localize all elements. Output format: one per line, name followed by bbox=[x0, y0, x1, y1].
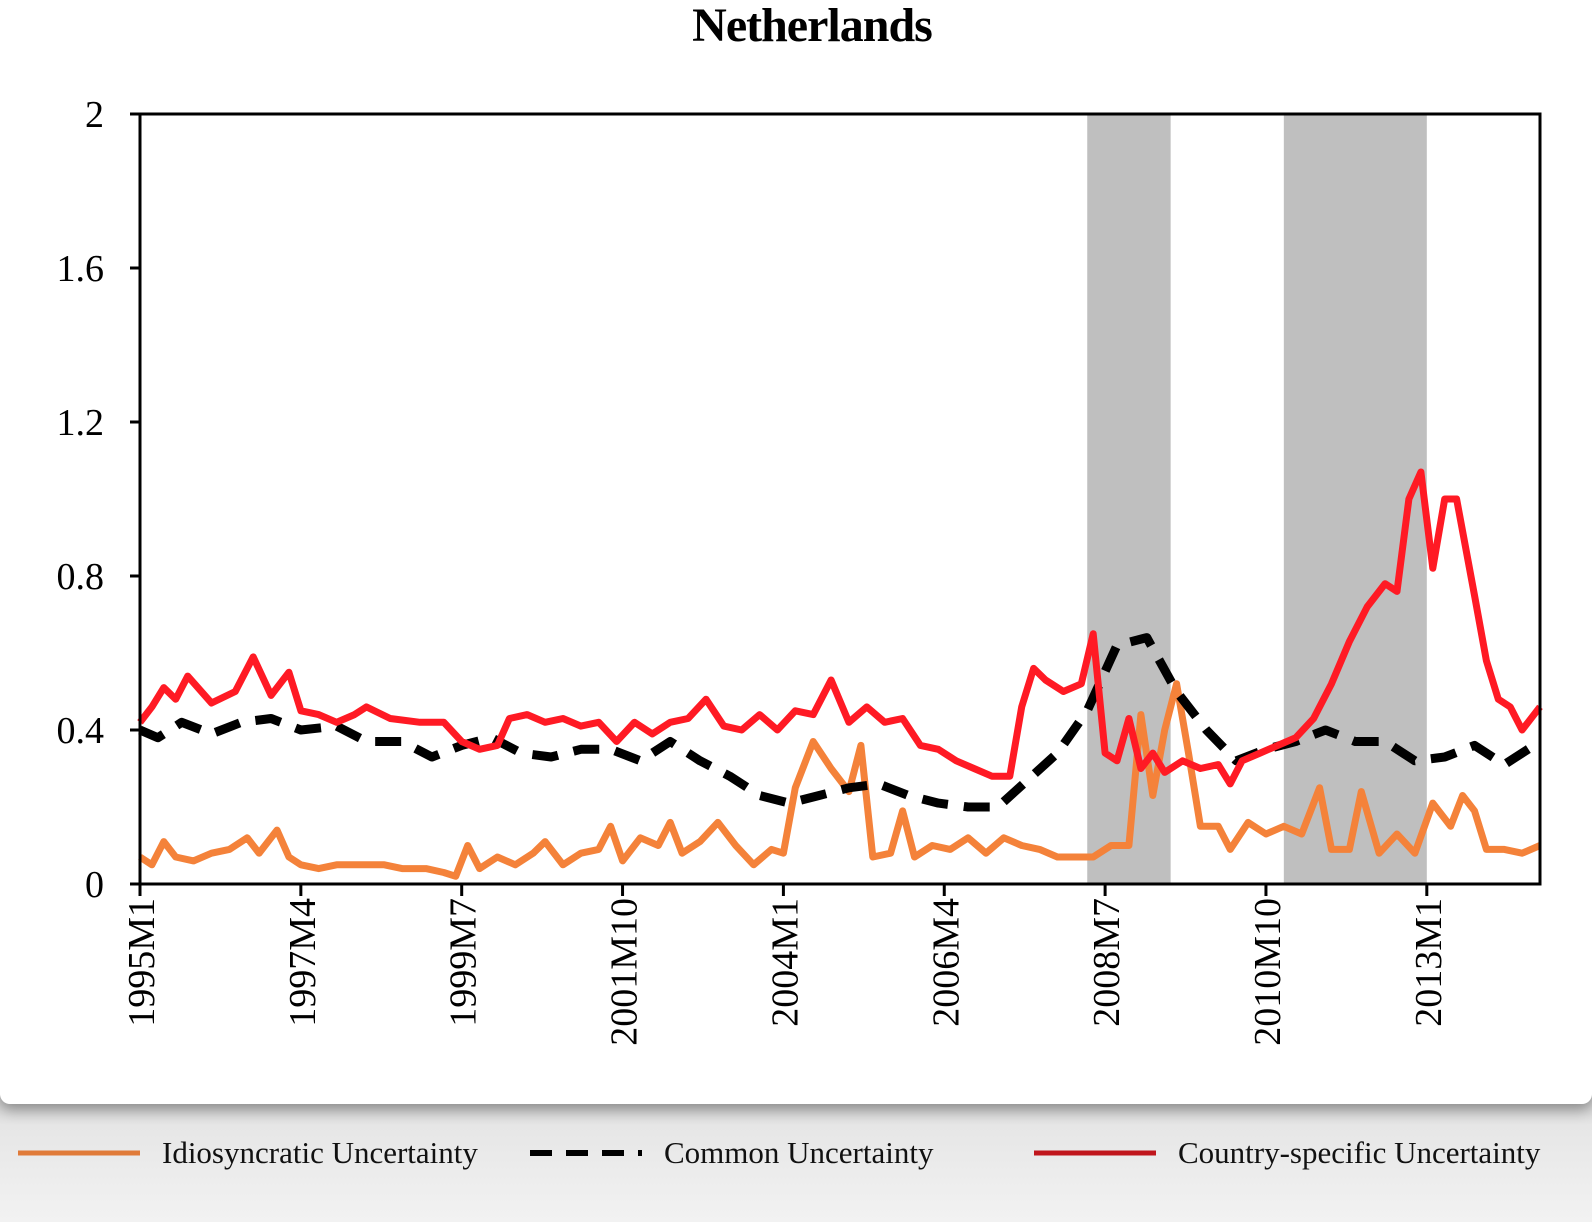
legend-swatch-common bbox=[530, 1150, 642, 1156]
x-tick-label: 2010M10 bbox=[1247, 898, 1289, 1046]
x-tick-label: 1995M1 bbox=[121, 898, 163, 1027]
x-tick-label: 1999M7 bbox=[443, 898, 485, 1027]
legend-label-idiosyncratic: Idiosyncratic Uncertainty bbox=[162, 1135, 478, 1170]
legend-item-idiosyncratic: Idiosyncratic Uncertainty bbox=[18, 1128, 478, 1178]
legend-label-common: Common Uncertainty bbox=[664, 1135, 934, 1170]
y-tick-label: 1.6 bbox=[57, 248, 105, 290]
legend-swatch-country-specific bbox=[1034, 1150, 1156, 1156]
legend-item-country-specific: Country-specific Uncertainty bbox=[1034, 1128, 1540, 1178]
y-tick-label: 0.8 bbox=[57, 556, 105, 598]
y-tick-label: 0 bbox=[85, 864, 104, 906]
plot-frame bbox=[138, 112, 1542, 886]
x-tick-label: 2001M10 bbox=[604, 898, 646, 1046]
legend-label-country-specific: Country-specific Uncertainty bbox=[1178, 1135, 1541, 1170]
x-tick-label: 2004M1 bbox=[764, 898, 806, 1027]
chart-card: Netherlands 0 0.4 0.8 1.2 1.6 2 1995M1 1997M4 19… bbox=[56, 0, 1543, 1046]
shaded-period-2 bbox=[1283, 114, 1427, 884]
x-tick-label: 2013M1 bbox=[1408, 898, 1450, 1027]
legend-swatch-idiosyncratic bbox=[18, 1150, 140, 1156]
window-shadow bbox=[0, 1095, 1592, 1222]
y-tick-label: 1.2 bbox=[57, 402, 105, 444]
legend-item-common: Common Uncertainty bbox=[530, 1128, 933, 1178]
y-tick-label: 0.4 bbox=[57, 710, 105, 752]
chart-legend: Idiosyncratic Uncertainty Common Uncerta… bbox=[0, 1128, 1592, 1188]
line-chart: 0 0.4 0.8 1.2 1.6 2 1995M1 1997M4 1999M7 2001M10 2… bbox=[57, 94, 1543, 1046]
chart-title: Netherlands bbox=[692, 0, 933, 52]
series-line-country-specific-uncertainty bbox=[137, 468, 1543, 788]
x-tick-label: 1997M4 bbox=[282, 898, 324, 1027]
y-tick-label: 2 bbox=[85, 94, 104, 136]
x-tick-label: 2008M7 bbox=[1086, 898, 1128, 1027]
x-tick-label: 2006M4 bbox=[925, 898, 967, 1027]
